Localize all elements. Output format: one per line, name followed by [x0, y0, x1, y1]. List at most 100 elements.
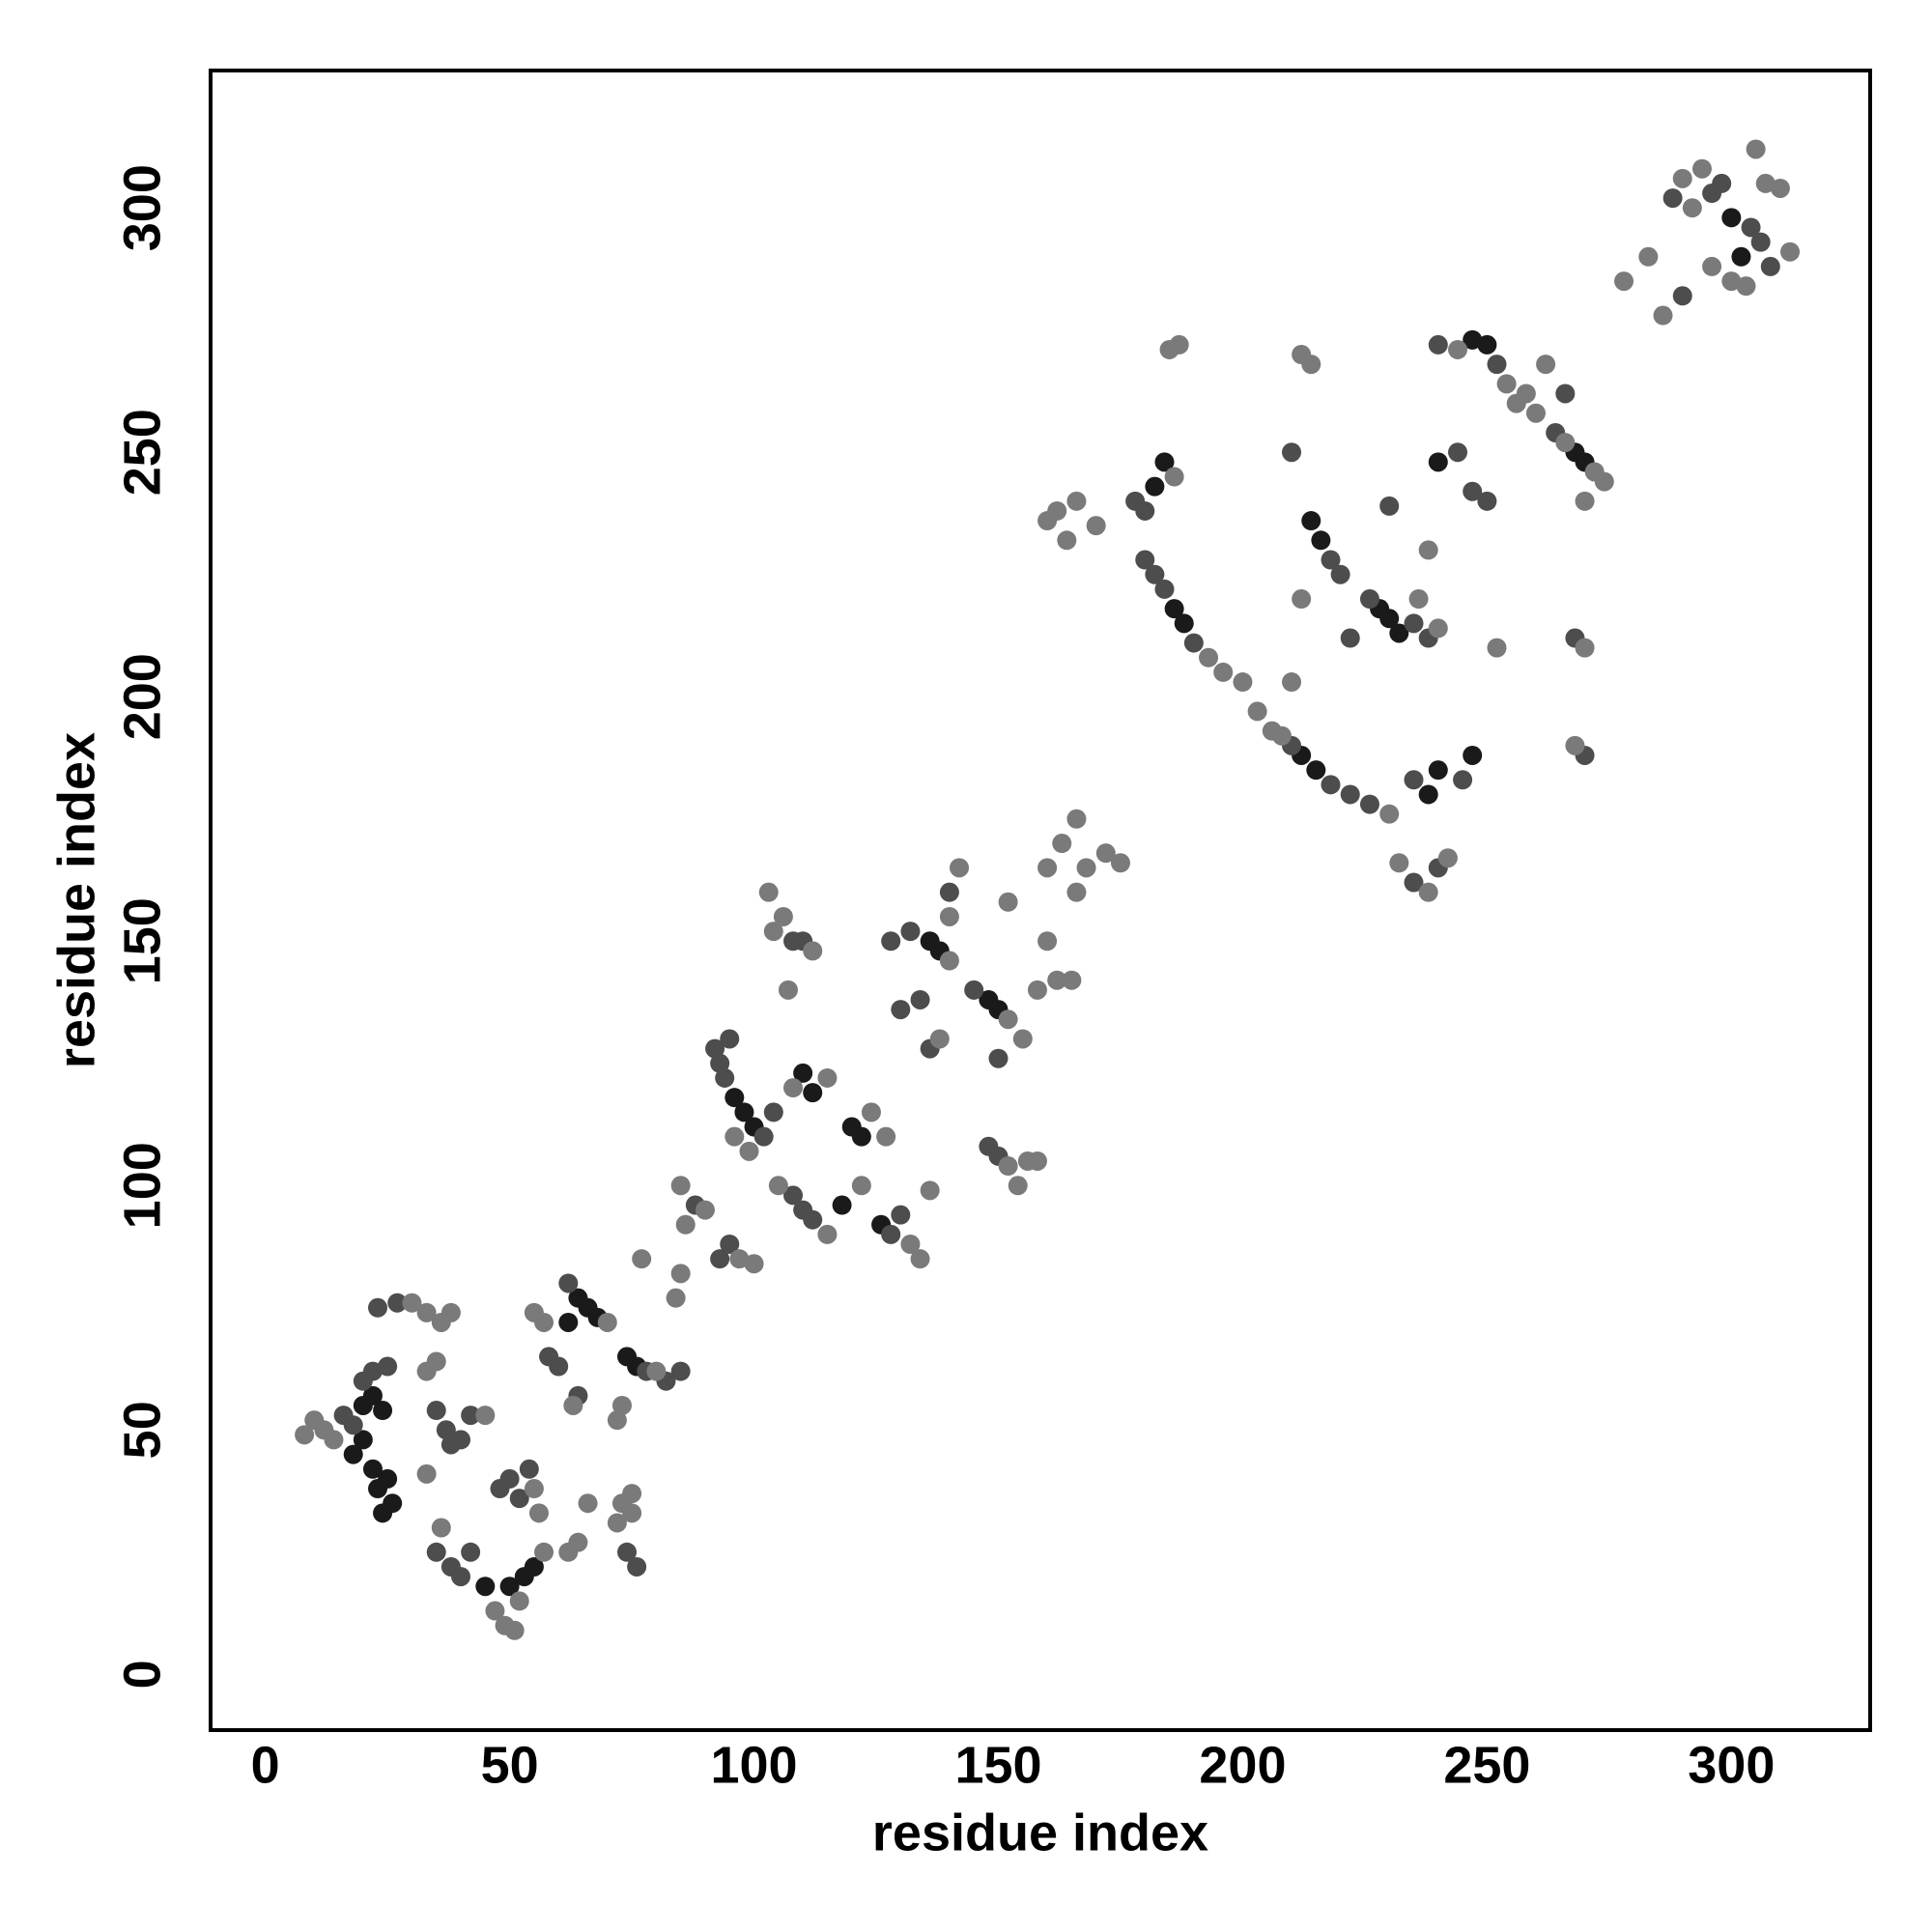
- scatter-point: [861, 1102, 881, 1122]
- scatter-point: [373, 1503, 393, 1523]
- scatter-point: [1702, 256, 1722, 276]
- scatter-point: [851, 1126, 871, 1147]
- scatter-point: [1164, 599, 1184, 619]
- scatter-point: [1404, 770, 1424, 790]
- scatter-point: [939, 906, 959, 926]
- scatter-point: [1282, 442, 1302, 463]
- scatter-point: [295, 1425, 315, 1445]
- x-axis-label: residue index: [872, 1804, 1208, 1861]
- scatter-point: [519, 1459, 539, 1479]
- scatter-point: [1565, 735, 1585, 755]
- scatter-point: [670, 1264, 691, 1284]
- scatter-point: [1487, 638, 1507, 658]
- scatter-point: [1145, 564, 1165, 584]
- scatter-point: [475, 1577, 496, 1597]
- scatter-point: [929, 1029, 950, 1049]
- scatter-point: [763, 922, 783, 942]
- scatter-point: [1721, 271, 1742, 292]
- scatter-point: [362, 1385, 383, 1406]
- scatter-point: [1066, 809, 1087, 829]
- scatter-point: [1379, 804, 1400, 824]
- scatter-point: [1736, 276, 1756, 297]
- scatter-point: [387, 1293, 408, 1313]
- scatter-point: [734, 1102, 754, 1122]
- scatter-point: [891, 1000, 911, 1020]
- scatter-point: [611, 1395, 632, 1415]
- scatter-point: [1428, 760, 1448, 781]
- scatter-point: [803, 1209, 823, 1230]
- scatter-point: [1389, 853, 1409, 873]
- scatter-point: [1062, 970, 1082, 990]
- scatter-point: [499, 1577, 520, 1597]
- scatter-point: [1638, 246, 1659, 267]
- scatter-point: [368, 1479, 388, 1499]
- scatter-point: [744, 1254, 764, 1274]
- scatter-point: [1389, 623, 1409, 643]
- scatter-point: [1408, 589, 1429, 610]
- scatter-point: [440, 1435, 461, 1455]
- y-tick-label: 100: [113, 1142, 171, 1229]
- scatter-point: [739, 1141, 759, 1161]
- scatter-point: [1614, 271, 1634, 292]
- scatter-point: [558, 1312, 579, 1332]
- scatter-point: [817, 1224, 838, 1244]
- scatter-point: [1516, 384, 1536, 404]
- scatter-point: [876, 1126, 896, 1147]
- scatter-point: [1233, 672, 1253, 693]
- scatter-point: [832, 1195, 852, 1215]
- scatter-point: [343, 1444, 363, 1464]
- scatter-point: [758, 882, 779, 902]
- scatter-point: [1575, 638, 1595, 658]
- scatter-point: [578, 1493, 598, 1514]
- scatter-point: [1052, 834, 1072, 854]
- scatter-point: [1282, 672, 1302, 693]
- scatter-point: [1555, 433, 1576, 453]
- scatter-point: [1662, 188, 1683, 209]
- scatter-point: [1057, 530, 1077, 551]
- x-tick-label: 0: [251, 1736, 280, 1794]
- scatter-point: [998, 1156, 1018, 1177]
- scatter-point: [1418, 882, 1438, 902]
- scatter-point: [1154, 452, 1175, 472]
- y-tick-label: 0: [113, 1660, 171, 1689]
- scatter-point: [910, 989, 930, 1009]
- y-tick-label: 50: [113, 1401, 171, 1459]
- scatter-point: [1463, 745, 1483, 765]
- scatter-point: [440, 1302, 461, 1322]
- scatter-point: [1536, 355, 1556, 375]
- scatter-point: [1037, 858, 1058, 878]
- scatter-point: [617, 1542, 638, 1562]
- scatter-point: [534, 1542, 554, 1562]
- scatter-point: [416, 1302, 437, 1322]
- scatter-point: [1330, 564, 1350, 584]
- scatter-point: [597, 1312, 617, 1332]
- scatter-point: [1448, 339, 1468, 359]
- scatter-point: [622, 1484, 642, 1504]
- scatter-point: [1428, 334, 1448, 355]
- scatter-point: [768, 1176, 788, 1196]
- x-tick-label: 150: [954, 1736, 1041, 1794]
- scatter-point: [1404, 613, 1424, 634]
- scatter-point: [753, 1126, 774, 1147]
- scatter-point: [1183, 633, 1204, 653]
- scatter-point: [1271, 725, 1292, 746]
- scatter-point: [1691, 158, 1712, 179]
- scatter-point: [851, 1176, 871, 1196]
- scatter-point: [998, 1009, 1018, 1030]
- scatter-point: [1496, 374, 1517, 394]
- scatter-point: [1487, 355, 1507, 375]
- scatter-point: [1340, 784, 1360, 805]
- scatter-point: [988, 1048, 1009, 1068]
- scatter-point: [1047, 500, 1067, 521]
- scatter-point: [528, 1503, 549, 1523]
- scatter-point: [646, 1361, 667, 1381]
- x-tick-label: 50: [481, 1736, 539, 1794]
- scatter-point: [426, 1401, 446, 1421]
- y-tick-label: 250: [113, 409, 171, 496]
- scatter-point: [402, 1293, 422, 1313]
- scatter-point: [1428, 618, 1448, 639]
- scatter-point: [1575, 491, 1595, 511]
- scatter-point: [1477, 334, 1497, 355]
- scatter-point: [939, 951, 959, 971]
